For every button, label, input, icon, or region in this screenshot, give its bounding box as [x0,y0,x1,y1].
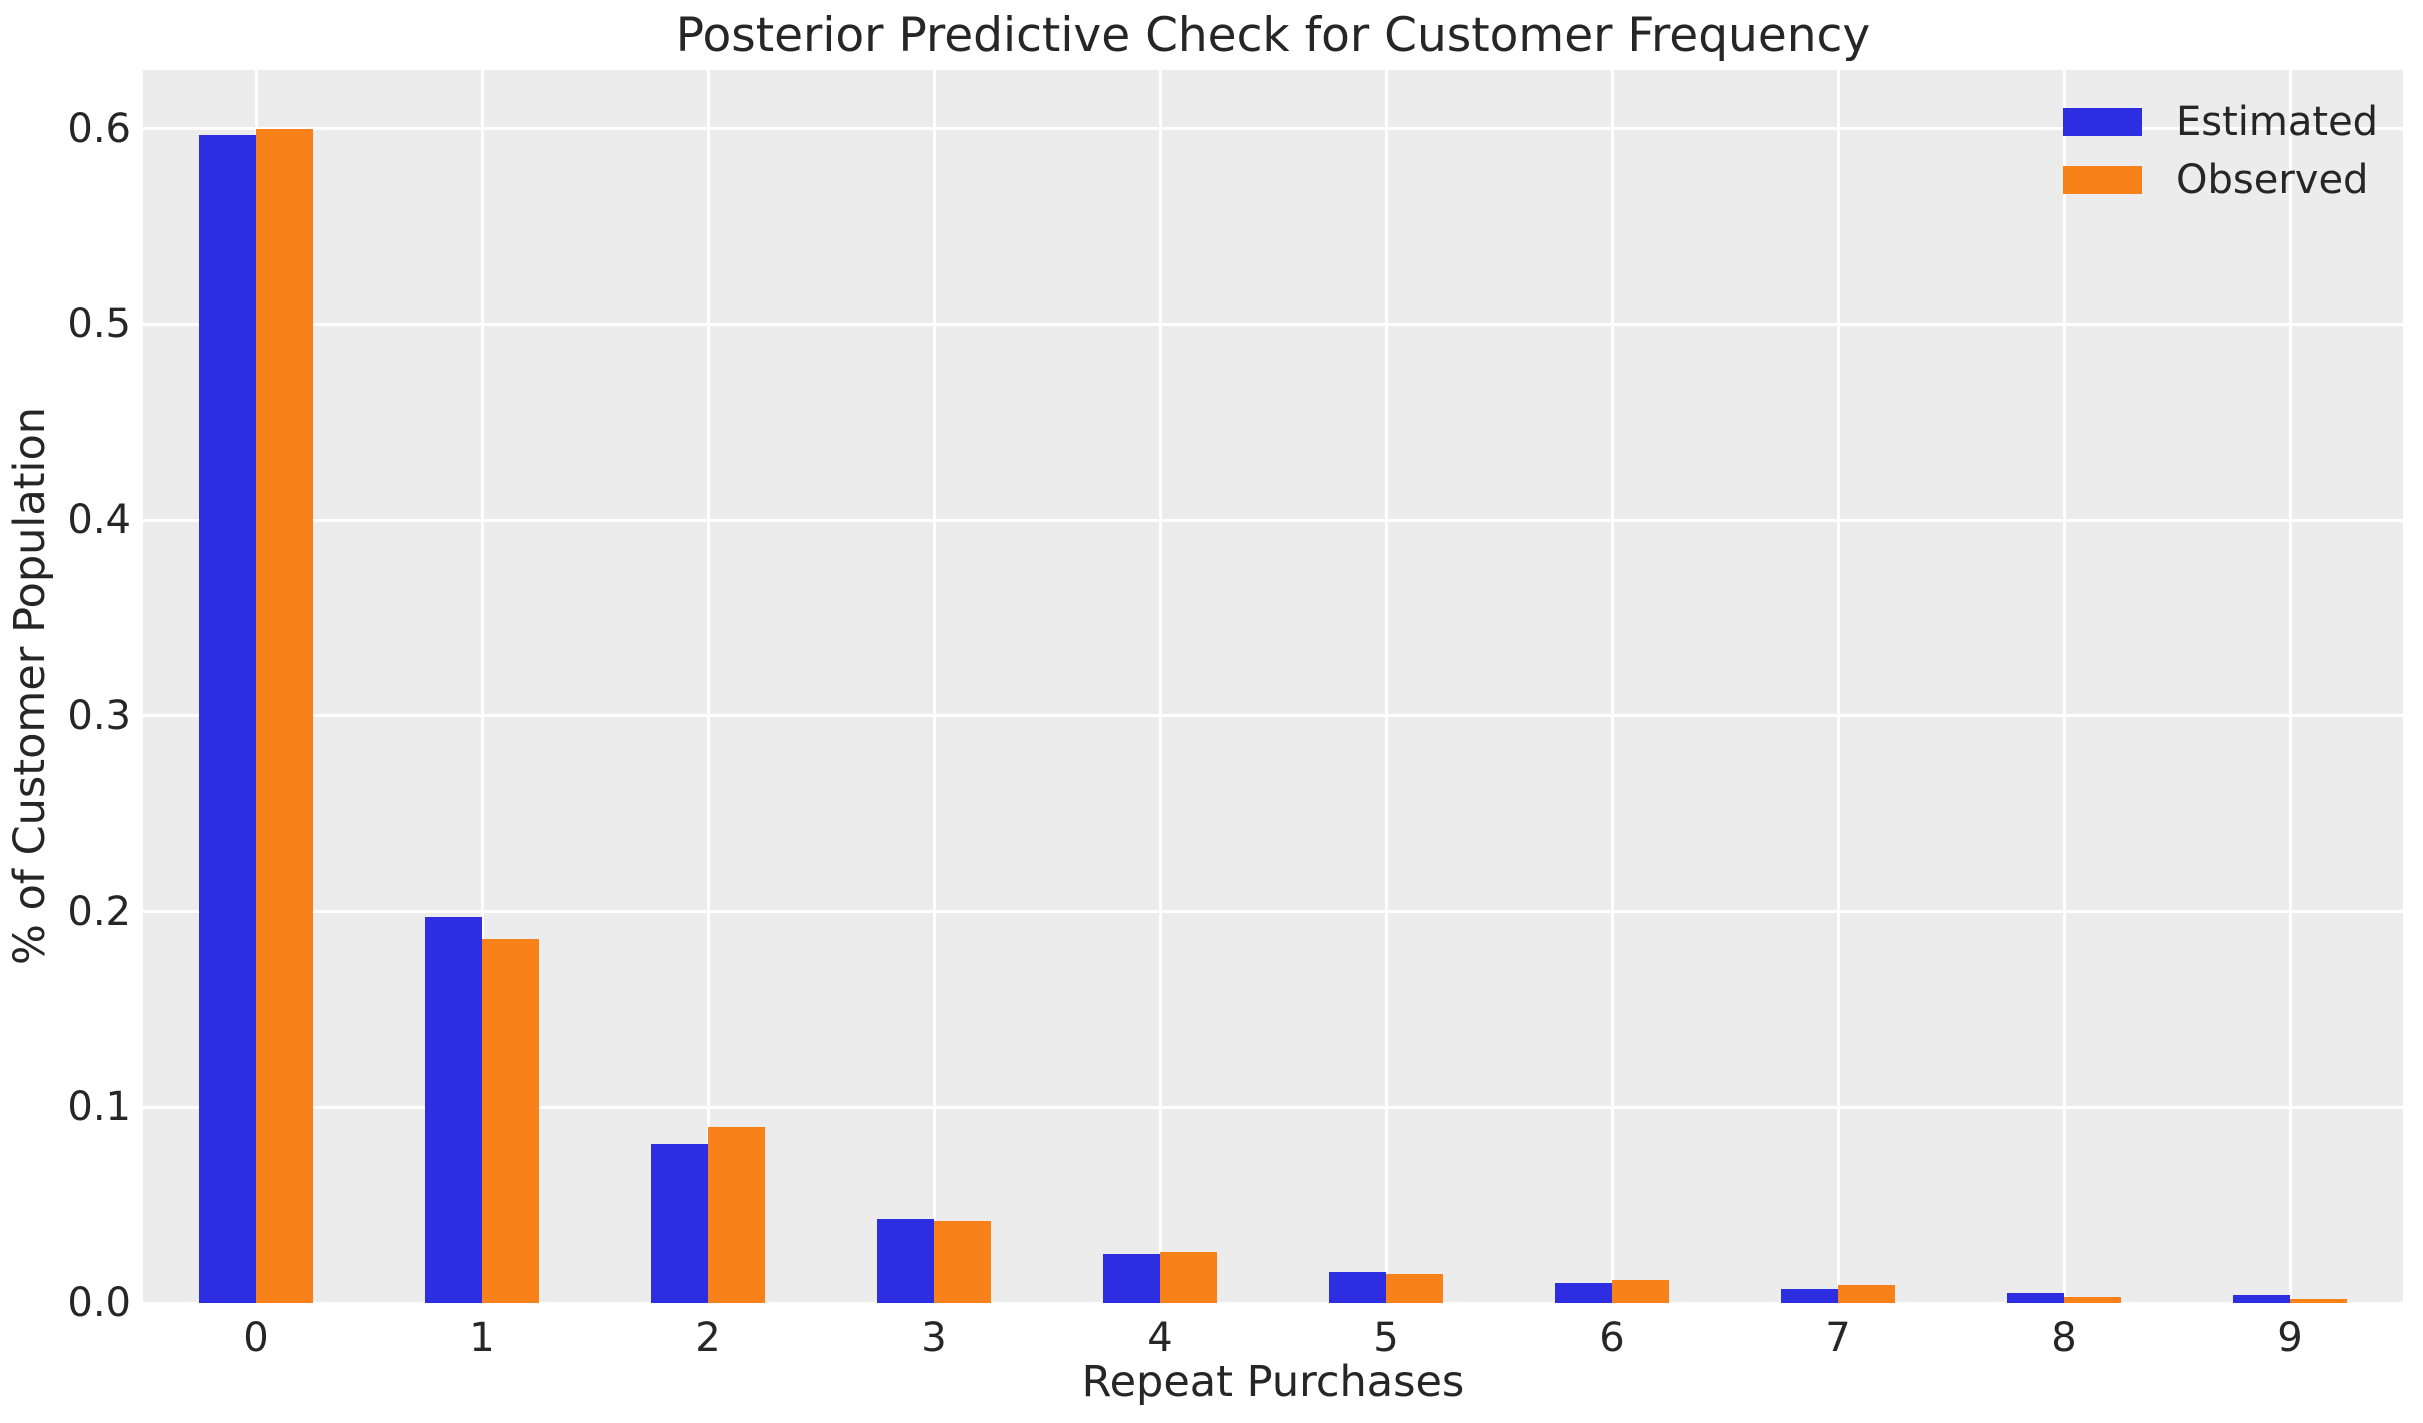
x-tick-label-2: 2 [695,1315,721,1361]
bar-observed-7 [1838,1285,1895,1303]
bar-observed-0 [256,129,313,1303]
plot-area [143,70,2403,1305]
legend-swatch-observed [2063,166,2142,194]
bar-estimated-5 [1329,1272,1386,1303]
y-tick-label-0.5: 0.5 [67,301,131,348]
gridline-y-0.2 [143,910,2403,914]
gridline-y-0.4 [143,518,2403,522]
gridline-x-1 [480,70,484,1303]
x-tick-label-4: 4 [1147,1315,1173,1361]
gridline-y-0.5 [143,322,2403,326]
bar-estimated-3 [877,1219,934,1303]
bar-observed-3 [934,1221,991,1303]
bar-estimated-2 [651,1144,708,1303]
legend-label-observed: Observed [2176,157,2369,203]
gridline-x-5 [1384,70,1388,1303]
legend-item-observed: Observed [2063,156,2378,204]
bar-estimated-4 [1103,1254,1160,1303]
bar-estimated-9 [2233,1295,2290,1303]
gridline-x-4 [1158,70,1162,1303]
gridline-y-0.3 [143,714,2403,718]
x-tick-label-9: 9 [2277,1315,2303,1361]
chart-title: Posterior Predictive Check for Customer … [675,8,1871,63]
bar-observed-5 [1386,1274,1443,1303]
x-tick-label-3: 3 [921,1315,947,1361]
legend: Estimated Observed [2063,98,2378,204]
y-tick-label-0.4: 0.4 [67,497,131,544]
bar-observed-8 [2064,1297,2121,1303]
bar-observed-2 [708,1127,765,1303]
x-tick-label-0: 0 [243,1315,269,1361]
bar-estimated-7 [1781,1289,1838,1303]
x-tick-label-5: 5 [1373,1315,1399,1361]
gridline-y-0.1 [143,1105,2403,1109]
bar-estimated-0 [199,135,256,1303]
legend-item-estimated: Estimated [2063,98,2378,146]
y-tick-label-0.2: 0.2 [67,888,131,935]
gridline-x-6 [1610,70,1614,1303]
bar-observed-1 [482,939,539,1303]
gridline-x-7 [1836,70,1840,1303]
y-tick-label-0.0: 0.0 [67,1280,131,1326]
x-tick-label-1: 1 [469,1315,495,1361]
bar-estimated-8 [2007,1293,2064,1303]
bar-observed-6 [1612,1280,1669,1303]
bar-observed-4 [1160,1252,1217,1303]
y-axis-label: % of Customer Population [5,406,55,966]
bar-estimated-6 [1555,1283,1612,1303]
gridline-x-2 [706,70,710,1303]
legend-label-estimated: Estimated [2176,99,2379,145]
x-tick-label-6: 6 [1599,1315,1625,1361]
legend-swatch-estimated [2063,108,2142,136]
gridline-x-8 [2062,70,2066,1303]
y-tick-label-0.3: 0.3 [67,692,131,739]
gridline-x-3 [932,70,936,1303]
bar-estimated-1 [425,917,482,1303]
x-axis-label: Repeat Purchases [1081,1357,1465,1407]
gridline-y-0.6 [143,127,2403,131]
x-tick-label-8: 8 [2051,1315,2077,1361]
gridline-y-0.0 [143,1301,2403,1305]
gridline-x-9 [2288,70,2292,1303]
x-tick-label-7: 7 [1825,1315,1851,1361]
y-tick-label-0.6: 0.6 [67,105,131,152]
y-tick-label-0.1: 0.1 [67,1084,131,1131]
bar-observed-9 [2290,1299,2347,1303]
